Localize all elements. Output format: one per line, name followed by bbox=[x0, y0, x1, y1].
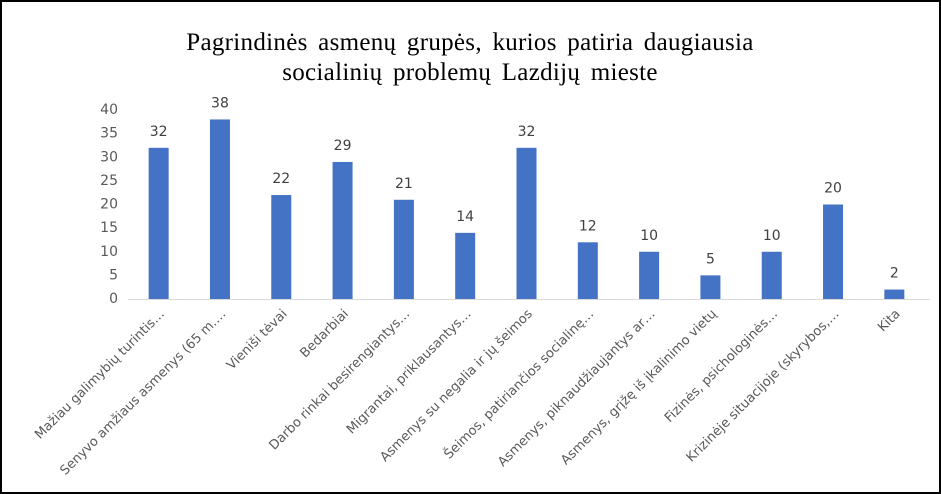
data-label: 14 bbox=[456, 209, 474, 225]
bar bbox=[516, 147, 537, 299]
data-label: 20 bbox=[824, 181, 842, 197]
data-label: 21 bbox=[395, 176, 413, 192]
data-label: 22 bbox=[272, 171, 290, 187]
data-label: 10 bbox=[763, 228, 781, 244]
y-tick-label: 20 bbox=[100, 197, 118, 213]
bar bbox=[332, 161, 353, 299]
y-tick-label: 35 bbox=[100, 126, 118, 142]
bar bbox=[148, 147, 169, 299]
bar bbox=[884, 289, 905, 299]
data-label: 5 bbox=[706, 251, 715, 267]
x-tick-label: Mažiau galimybių turintis… bbox=[32, 307, 168, 443]
x-tick-label: Vieniši tėvai bbox=[224, 307, 290, 373]
bar bbox=[639, 251, 660, 299]
y-tick-label: 0 bbox=[109, 291, 118, 307]
bar bbox=[393, 199, 414, 299]
data-label: 2 bbox=[890, 266, 899, 282]
x-tick-label: Bedarbiai bbox=[297, 307, 351, 361]
y-tick-label: 5 bbox=[109, 267, 118, 283]
bar bbox=[761, 251, 782, 299]
chart-title: Pagrindinės asmenų grupės, kurios patiri… bbox=[186, 29, 754, 86]
x-tick-label: Migrantai, priklausantys… bbox=[344, 307, 475, 438]
data-label: 12 bbox=[579, 218, 597, 234]
y-tick-label: 25 bbox=[100, 173, 118, 189]
bar bbox=[577, 242, 598, 299]
y-tick-label: 15 bbox=[100, 220, 118, 236]
bar bbox=[455, 232, 476, 299]
y-tick-label: 30 bbox=[100, 149, 118, 165]
y-tick-label: 40 bbox=[100, 102, 118, 118]
x-tick-label: Fizinės, psichologinės… bbox=[662, 307, 781, 426]
data-label: 32 bbox=[518, 124, 536, 140]
data-label: 29 bbox=[334, 138, 352, 154]
bar bbox=[700, 275, 721, 299]
x-tick-label: Kita bbox=[875, 307, 903, 335]
y-tick-label: 10 bbox=[100, 244, 118, 260]
data-label: 10 bbox=[640, 228, 658, 244]
data-label: 32 bbox=[150, 124, 168, 140]
bar bbox=[823, 204, 844, 299]
bar bbox=[271, 195, 292, 299]
data-label: 38 bbox=[211, 95, 229, 111]
bar bbox=[209, 119, 230, 299]
